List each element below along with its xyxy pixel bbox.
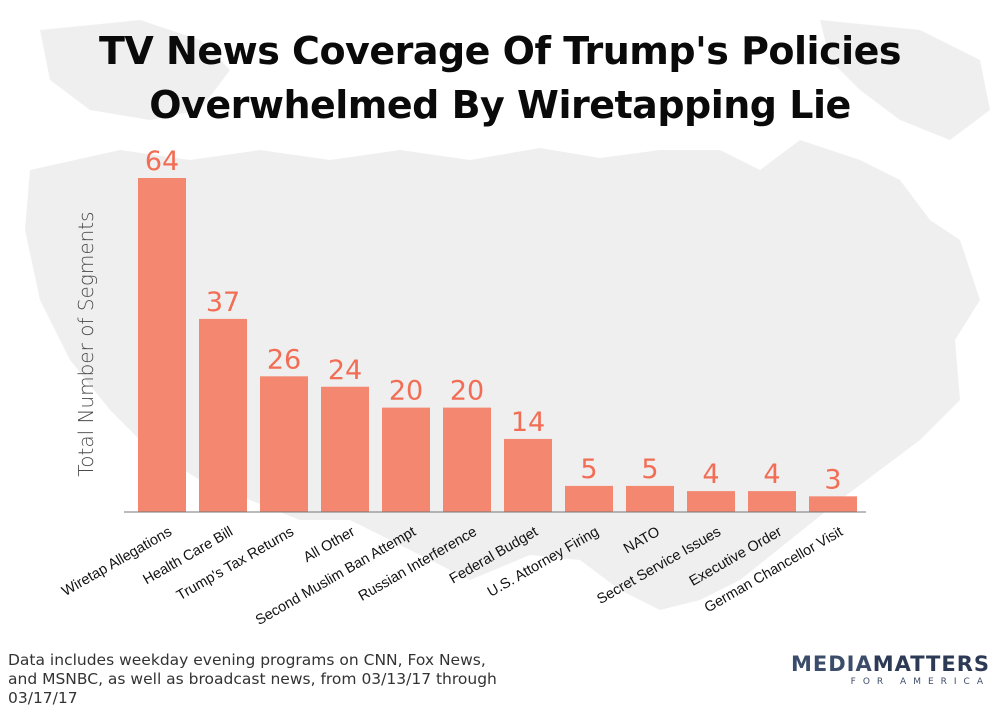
bar-value-label: 14 xyxy=(511,407,545,438)
bar-7 xyxy=(565,485,613,512)
bar-0 xyxy=(138,178,186,512)
bar-value-label: 24 xyxy=(328,355,362,386)
bar-value-label: 26 xyxy=(267,344,301,375)
bar-8 xyxy=(626,485,674,512)
bar-5 xyxy=(443,407,491,512)
bar-1 xyxy=(199,318,247,512)
bar-value-label: 5 xyxy=(580,454,597,485)
bar-value-label: 64 xyxy=(145,146,179,177)
bar-11 xyxy=(809,496,857,512)
category-label: NATO xyxy=(621,524,663,557)
footnote-line-1: Data includes weekday evening programs o… xyxy=(8,651,486,669)
category-label: Wiretap Allegations xyxy=(59,524,174,600)
category-label: U.S. Attorney Firing xyxy=(485,524,602,601)
logo-word-media: MEDIA xyxy=(790,652,873,676)
chart-title-line-2: Overwhelmed By Wiretapping Lie xyxy=(149,83,851,127)
bar-value-label: 20 xyxy=(450,376,484,407)
bar-value-label: 3 xyxy=(824,464,841,495)
category-label: Trump's Tax Returns xyxy=(174,524,297,604)
bar-2 xyxy=(260,376,308,512)
logo-word-matters: MATTERS xyxy=(872,652,990,676)
bar-value-label: 37 xyxy=(206,287,240,318)
bar-3 xyxy=(321,386,369,512)
footnote-line-2: and MSNBC, as well as broadcast news, fr… xyxy=(8,670,497,707)
bar-value-label: 20 xyxy=(389,376,423,407)
bar-10 xyxy=(748,491,796,512)
logo-subtitle: FOR AMERICA xyxy=(850,677,990,687)
media-matters-logo: MEDIAMATTERS FOR AMERICA xyxy=(791,654,990,687)
bar-value-label: 4 xyxy=(702,459,719,490)
bar-9 xyxy=(687,491,735,512)
bar-value-label: 4 xyxy=(763,459,780,490)
bar-6 xyxy=(504,438,552,512)
bar-4 xyxy=(382,407,430,512)
chart-title-line-1: TV News Coverage Of Trump's Policies xyxy=(98,29,902,73)
bar-value-label: 5 xyxy=(641,454,658,485)
